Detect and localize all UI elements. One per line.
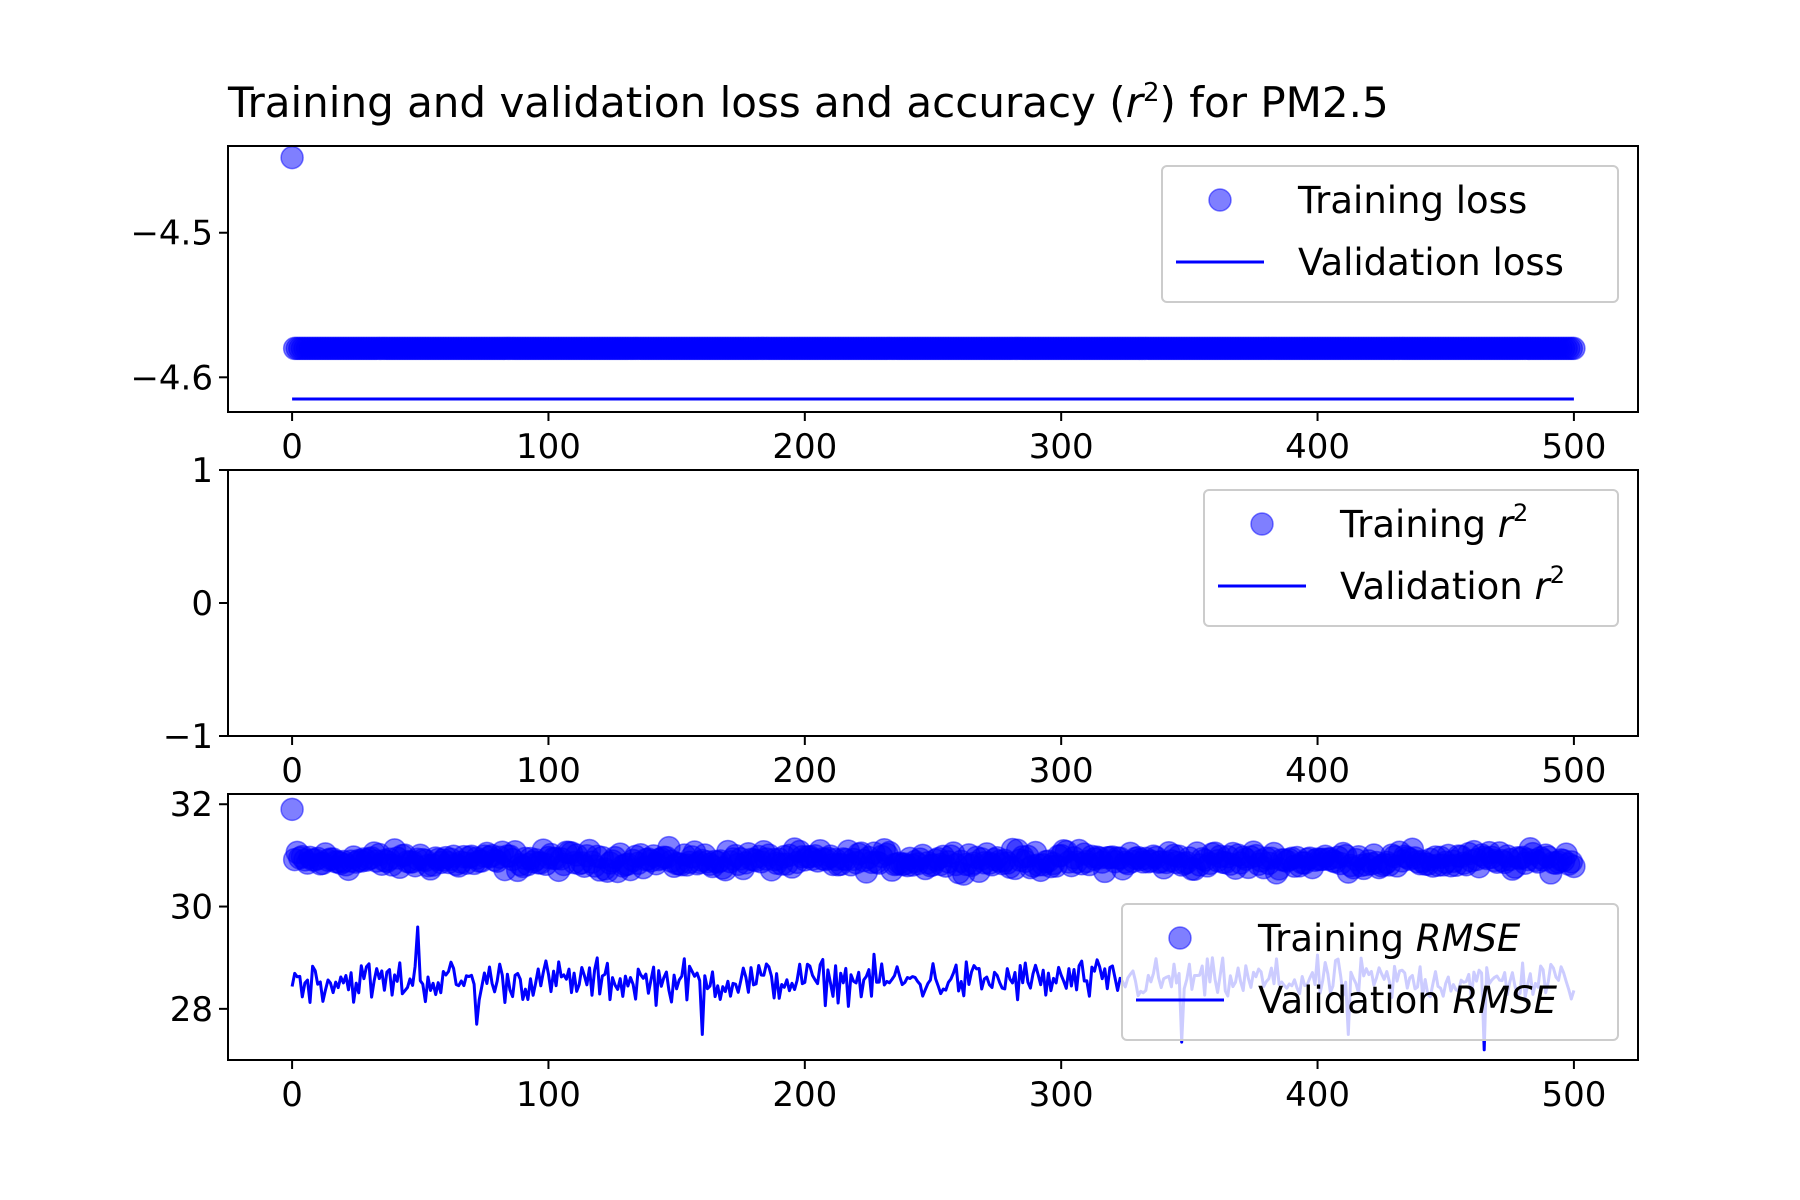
loss-panel: 0 100 200 300 400 500 −4.5 −4.6 Training loss Val… bbox=[130, 145, 1639, 467]
y-tick-label: 32 bbox=[170, 785, 213, 825]
x-tick-label: 100 bbox=[516, 427, 581, 467]
legend-marker-training bbox=[1168, 926, 1192, 950]
legend: Training loss Validation loss bbox=[1161, 165, 1619, 303]
legend-frame bbox=[1203, 489, 1619, 627]
x-tick-label: 200 bbox=[772, 427, 837, 467]
title-tail: ) for PM2.5 bbox=[1159, 78, 1388, 127]
legend: Training r2 Validation r2 bbox=[1203, 489, 1619, 627]
x-tick-label: 100 bbox=[516, 751, 581, 791]
training-point bbox=[280, 145, 304, 170]
y-tick-label: −1 bbox=[163, 717, 213, 757]
y-tick-label: 28 bbox=[170, 990, 213, 1030]
x-tick-label: 400 bbox=[1285, 751, 1350, 791]
x-tick-label: 500 bbox=[1541, 1075, 1606, 1115]
x-tick-label: 0 bbox=[281, 751, 303, 791]
x-tick-label: 0 bbox=[281, 1075, 303, 1115]
x-tick-label: 300 bbox=[1029, 751, 1094, 791]
y-tick-label: 0 bbox=[191, 584, 213, 624]
x-tick-label: 400 bbox=[1285, 1075, 1350, 1115]
plot-area bbox=[280, 145, 1586, 401]
legend-marker-training bbox=[1250, 512, 1274, 536]
x-tick-label: 200 bbox=[772, 1075, 837, 1115]
axes-frame bbox=[227, 145, 1639, 413]
legend-marker-training bbox=[1208, 188, 1232, 212]
y-tick-label: 30 bbox=[170, 888, 213, 928]
legend-label: Validation loss bbox=[1298, 241, 1564, 284]
title-var: r bbox=[1126, 78, 1146, 127]
y-tick-label: 1 bbox=[191, 451, 213, 491]
x-tick-label: 300 bbox=[1029, 427, 1094, 467]
legend-label: Training loss bbox=[1297, 179, 1527, 222]
training-point bbox=[280, 797, 304, 822]
axes-frame bbox=[227, 793, 1639, 1061]
y-tick-label: −4.5 bbox=[130, 214, 213, 254]
x-tick-label: 300 bbox=[1029, 1075, 1094, 1115]
x-tick-label: 100 bbox=[516, 1075, 581, 1115]
legend-label: Validation r2 bbox=[1340, 561, 1565, 608]
chart-title: Training and validation loss and accurac… bbox=[227, 78, 1389, 127]
legend-label: Training RMSE bbox=[1257, 917, 1521, 960]
training-series bbox=[280, 797, 1586, 886]
training-series bbox=[280, 145, 1586, 361]
rmse-panel: 0 100 200 300 400 500 32 30 28 Training RMSE Valid… bbox=[170, 785, 1639, 1115]
training-point bbox=[1562, 336, 1586, 361]
legend-frame bbox=[1161, 165, 1619, 303]
x-tick-label: 400 bbox=[1285, 427, 1350, 467]
legend-label: Training r2 bbox=[1339, 499, 1528, 546]
title-main: Training and validation loss and accurac… bbox=[227, 78, 1126, 127]
legend-frame bbox=[1121, 903, 1619, 1041]
x-tick-label: 500 bbox=[1541, 751, 1606, 791]
x-tick-label: 200 bbox=[772, 751, 837, 791]
y-tick-label: −4.6 bbox=[130, 358, 213, 398]
title-sup: 2 bbox=[1143, 78, 1160, 108]
legend: Training RMSE Validation RMSE bbox=[1121, 903, 1619, 1041]
x-tick-label: 0 bbox=[281, 427, 303, 467]
plot-area bbox=[280, 797, 1586, 1052]
training-point bbox=[1562, 854, 1586, 879]
legend-label: Validation RMSE bbox=[1258, 979, 1558, 1022]
x-tick-label: 500 bbox=[1541, 427, 1606, 467]
r2-panel: 0 100 200 300 400 500 1 0 −1 Training r2 Validatio… bbox=[163, 451, 1639, 791]
